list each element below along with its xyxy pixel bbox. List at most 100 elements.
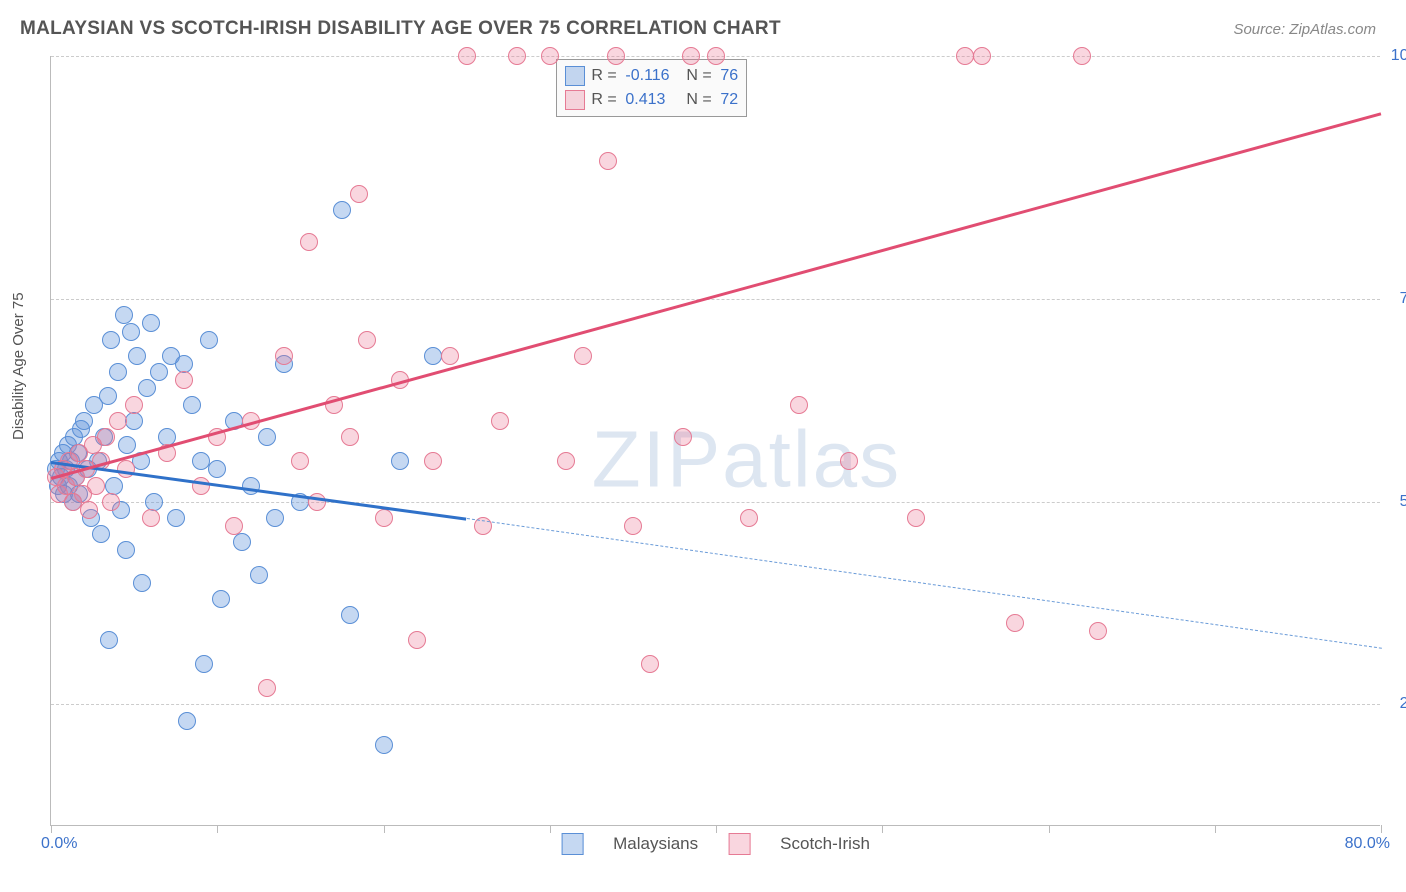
scatter-point <box>907 509 925 527</box>
scatter-point <box>178 712 196 730</box>
scatter-point <box>333 201 351 219</box>
scatter-point <box>266 509 284 527</box>
scatter-point <box>491 412 509 430</box>
stats-swatch <box>565 90 585 110</box>
trend-line <box>467 518 1382 649</box>
legend-swatch-scotch-irish <box>728 833 750 855</box>
stats-r-value: 0.413 <box>625 88 680 112</box>
x-tick <box>1381 825 1382 833</box>
scatter-point <box>682 47 700 65</box>
x-tick <box>1215 825 1216 833</box>
scatter-point <box>102 493 120 511</box>
scatter-point <box>105 477 123 495</box>
scatter-point <box>195 655 213 673</box>
x-tick <box>1049 825 1050 833</box>
scatter-point <box>624 517 642 535</box>
scatter-point <box>508 47 526 65</box>
scatter-point <box>192 452 210 470</box>
scatter-point <box>192 477 210 495</box>
scatter-point <box>250 566 268 584</box>
scatter-point <box>956 47 974 65</box>
chart-title: MALAYSIAN VS SCOTCH-IRISH DISABILITY AGE… <box>20 18 781 40</box>
scatter-point <box>258 428 276 446</box>
scatter-point <box>80 501 98 519</box>
stats-swatch <box>565 66 585 86</box>
x-tick <box>217 825 218 833</box>
scatter-point <box>145 493 163 511</box>
x-tick <box>51 825 52 833</box>
scatter-point <box>97 428 115 446</box>
legend-label-scotch-irish: Scotch-Irish <box>780 834 870 854</box>
scatter-point <box>275 347 293 365</box>
gridline-h <box>51 502 1380 503</box>
scatter-point <box>1089 622 1107 640</box>
stats-n-value: 72 <box>720 88 738 112</box>
scatter-point <box>375 736 393 754</box>
scatter-point <box>118 436 136 454</box>
scatter-point <box>142 314 160 332</box>
scatter-point <box>441 347 459 365</box>
scatter-point <box>557 452 575 470</box>
stats-box: R =-0.116N =76R =0.413N =72 <box>556 59 747 117</box>
scatter-point <box>133 574 151 592</box>
scatter-point <box>790 396 808 414</box>
scatter-point <box>92 525 110 543</box>
stats-r-label: R = <box>591 64 619 88</box>
scatter-point <box>242 477 260 495</box>
scatter-point <box>200 331 218 349</box>
scatter-point <box>225 517 243 535</box>
scatter-point <box>607 47 625 65</box>
stats-r-label: R = <box>591 88 619 112</box>
scatter-point <box>341 606 359 624</box>
x-tick <box>882 825 883 833</box>
scatter-point <box>973 47 991 65</box>
scatter-point <box>740 509 758 527</box>
scatter-chart: ZIPatlas R =-0.116N =76R =0.413N =72 Mal… <box>50 56 1380 826</box>
scatter-point <box>1073 47 1091 65</box>
legend-label-malaysians: Malaysians <box>613 834 698 854</box>
scatter-point <box>541 47 559 65</box>
scatter-point <box>300 233 318 251</box>
scatter-point <box>102 331 120 349</box>
scatter-point <box>122 323 140 341</box>
scatter-point <box>212 590 230 608</box>
scatter-point <box>75 412 93 430</box>
scatter-point <box>87 477 105 495</box>
scatter-point <box>233 533 251 551</box>
scatter-point <box>599 152 617 170</box>
scatter-point <box>175 371 193 389</box>
stats-n-label: N = <box>686 88 714 112</box>
scatter-point <box>424 347 442 365</box>
gridline-h <box>51 704 1380 705</box>
scatter-point <box>291 452 309 470</box>
scatter-point <box>1006 614 1024 632</box>
scatter-point <box>208 460 226 478</box>
scatter-point <box>109 412 127 430</box>
scatter-point <box>391 452 409 470</box>
scatter-point <box>109 363 127 381</box>
x-tick <box>550 825 551 833</box>
scatter-point <box>117 541 135 559</box>
scatter-point <box>341 428 359 446</box>
scatter-point <box>183 396 201 414</box>
scatter-point <box>674 428 692 446</box>
scatter-point <box>142 509 160 527</box>
scatter-point <box>167 509 185 527</box>
y-tick-label: 75.0% <box>1400 290 1406 308</box>
x-tick <box>716 825 717 833</box>
y-tick-label: 25.0% <box>1400 695 1406 713</box>
scatter-point <box>138 379 156 397</box>
x-tick <box>384 825 385 833</box>
stats-row: R =0.413N =72 <box>565 88 738 112</box>
scatter-point <box>707 47 725 65</box>
scatter-point <box>99 387 117 405</box>
scatter-point <box>125 396 143 414</box>
scatter-point <box>641 655 659 673</box>
scatter-point <box>424 452 442 470</box>
scatter-point <box>150 363 168 381</box>
scatter-point <box>574 347 592 365</box>
scatter-point <box>408 631 426 649</box>
x-axis-min-label: 0.0% <box>41 835 77 853</box>
stats-n-label: N = <box>686 64 714 88</box>
stats-r-value: -0.116 <box>625 64 680 88</box>
